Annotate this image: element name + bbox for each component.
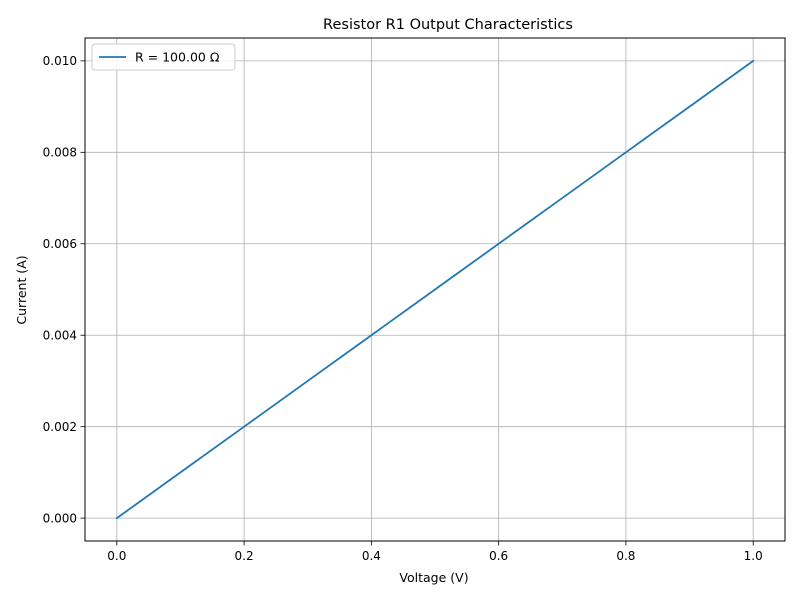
y-tick-label: 0.010 [43, 54, 77, 68]
y-tick-label: 0.000 [43, 511, 77, 525]
x-tick-label: 0.6 [489, 549, 508, 563]
x-tick-label: 0.0 [107, 549, 126, 563]
y-tick-label: 0.008 [43, 146, 77, 160]
legend-box [91, 43, 236, 71]
legend-label: R = 100.00 Ω [135, 50, 220, 65]
y-axis-label: Current (A) [14, 255, 29, 324]
y-axis-ticks: 0.000 0.002 0.004 0.006 0.008 0.010 [43, 54, 85, 525]
chart-title: Resistor R1 Output Characteristics [323, 17, 573, 33]
x-axis-ticks: 0.0 0.2 0.4 0.6 0.8 1.0 [107, 541, 763, 563]
x-axis-label: Voltage (V) [399, 570, 468, 585]
series-line [115, 59, 755, 520]
plot-frame [84, 37, 786, 542]
legend: R = 100.00 Ω [91, 43, 236, 71]
y-tick-label: 0.006 [43, 237, 77, 251]
y-tick-label: 0.002 [43, 420, 77, 434]
x-tick-label: 0.4 [362, 549, 381, 563]
x-tick-label: 0.2 [235, 549, 254, 563]
x-tick-label: 1.0 [744, 549, 763, 563]
series-layer [115, 59, 755, 520]
x-tick-label: 0.8 [616, 549, 635, 563]
y-tick-label: 0.004 [43, 329, 77, 343]
